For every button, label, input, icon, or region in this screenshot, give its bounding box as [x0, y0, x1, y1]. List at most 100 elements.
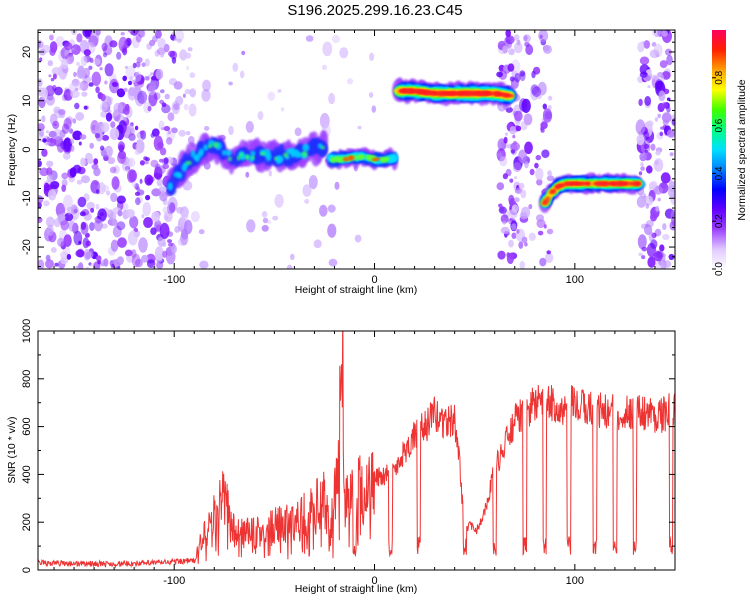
- noise-blob: [647, 85, 651, 89]
- noise-blob: [280, 107, 285, 112]
- noise-blob: [371, 105, 377, 113]
- noise-blob: [139, 160, 145, 166]
- noise-blob: [148, 176, 155, 183]
- noise-blob: [81, 91, 88, 97]
- noise-blob: [668, 253, 675, 261]
- y-tick-label: 600: [21, 417, 33, 435]
- noise-blob: [520, 189, 527, 199]
- noise-blob: [52, 73, 57, 80]
- noise-blob: [204, 125, 210, 131]
- noise-blob: [657, 113, 661, 119]
- noise-blob: [505, 106, 513, 113]
- noise-blob: [202, 79, 211, 92]
- spectrogram-tracks: [166, 77, 646, 213]
- noise-blob: [653, 158, 664, 172]
- colorbar-tick-label: 0.6: [714, 118, 725, 132]
- noise-blob: [519, 261, 526, 269]
- noise-blob: [508, 239, 514, 248]
- noise-blob: [514, 187, 523, 194]
- noise-blob: [369, 52, 375, 61]
- noise-blob: [638, 252, 643, 257]
- noise-blob: [666, 54, 673, 66]
- noise-blob: [126, 157, 136, 168]
- noise-blob: [639, 56, 650, 65]
- noise-blob: [272, 215, 279, 221]
- noise-blob: [61, 123, 70, 134]
- colorbar-label: Normalized spectral amplitude: [736, 79, 748, 220]
- noise-blob: [154, 246, 164, 261]
- track-mark: [239, 152, 244, 157]
- noise-blob: [69, 128, 74, 134]
- y-tick-label: -10: [21, 190, 33, 206]
- spectrogram-y-label: Frequency (Hz): [6, 114, 18, 186]
- noise-blob: [60, 140, 66, 150]
- noise-blob: [174, 227, 178, 231]
- noise-blob: [100, 262, 105, 267]
- noise-blob: [542, 103, 547, 110]
- noise-blob: [647, 256, 656, 268]
- noise-blob: [122, 47, 128, 56]
- noise-blob: [201, 89, 211, 102]
- noise-blob: [660, 102, 669, 109]
- noise-blob: [531, 86, 542, 98]
- noise-blob: [508, 48, 515, 56]
- noise-blob: [77, 196, 87, 208]
- noise-blob: [75, 112, 85, 121]
- noise-blob: [666, 97, 671, 101]
- noise-blob: [141, 214, 145, 219]
- noise-blob: [162, 250, 168, 258]
- track-mark: [320, 145, 326, 150]
- track-mark: [506, 94, 515, 98]
- noise-blob: [123, 87, 128, 93]
- noise-blob: [71, 47, 75, 51]
- noise-blob: [528, 232, 536, 241]
- noise-blob: [162, 163, 169, 170]
- noise-blob: [241, 50, 246, 56]
- noise-blob: [90, 207, 95, 213]
- noise-blob: [500, 226, 510, 235]
- y-tick-label: 0: [21, 567, 33, 573]
- track-mark: [265, 153, 272, 162]
- noise-blob: [150, 159, 159, 168]
- colorbar-tick-label: 0.2: [714, 214, 725, 228]
- noise-blob: [127, 123, 134, 132]
- noise-blob: [105, 190, 111, 196]
- noise-blob: [509, 126, 517, 135]
- noise-blob: [505, 168, 512, 177]
- noise-blob: [99, 67, 103, 71]
- y-tick-label: 1000: [21, 319, 33, 343]
- noise-blob: [508, 194, 515, 205]
- noise-blob: [327, 204, 336, 213]
- noise-blob: [141, 62, 146, 67]
- noise-blob: [515, 125, 522, 132]
- noise-blob: [184, 52, 192, 59]
- noise-blob: [319, 204, 328, 217]
- noise-blob: [518, 149, 528, 164]
- noise-blob: [50, 77, 55, 82]
- noise-blob: [640, 162, 644, 167]
- noise-blob: [662, 223, 667, 231]
- noise-blob: [117, 256, 124, 264]
- noise-blob: [535, 214, 545, 222]
- track-mark: [545, 197, 551, 200]
- noise-blob: [667, 185, 675, 199]
- noise-blob: [45, 130, 49, 134]
- noise-blob: [649, 49, 660, 59]
- noise-blob: [134, 125, 139, 131]
- noise-blob: [138, 237, 148, 253]
- noise-blob: [47, 60, 53, 67]
- noise-blob: [112, 81, 119, 88]
- noise-blob: [144, 76, 149, 81]
- noise-blob: [79, 211, 86, 217]
- noise-blob: [500, 214, 509, 224]
- track-mark: [622, 181, 630, 186]
- spectrogram-background-noise: [38, 30, 675, 269]
- noise-blob: [542, 108, 553, 123]
- noise-blob: [638, 171, 643, 176]
- noise-blob: [502, 220, 507, 225]
- noise-blob: [69, 167, 77, 178]
- noise-blob: [655, 150, 661, 156]
- track-mark: [636, 181, 642, 186]
- noise-blob: [657, 197, 661, 202]
- noise-blob: [38, 160, 42, 168]
